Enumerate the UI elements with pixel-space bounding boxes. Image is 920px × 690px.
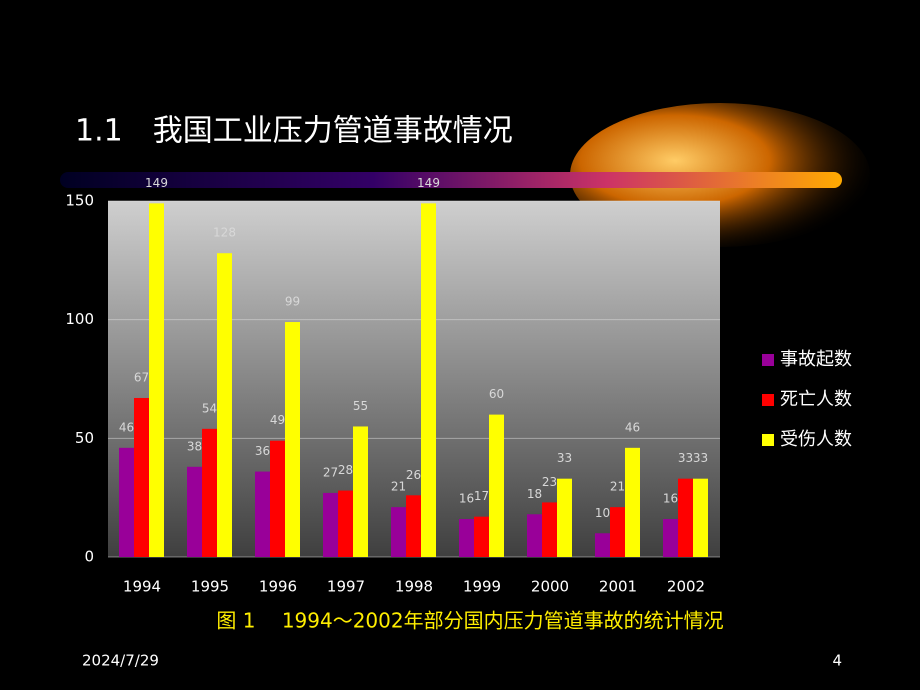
value-label: 33 bbox=[557, 451, 572, 465]
value-label: 21 bbox=[610, 480, 625, 494]
x-tick-label: 1999 bbox=[463, 578, 501, 596]
x-tick-label: 1996 bbox=[259, 578, 297, 596]
bar bbox=[255, 471, 270, 557]
value-label: 23 bbox=[542, 475, 557, 489]
date: 2024/7/29 bbox=[82, 652, 159, 670]
value-label: 149 bbox=[417, 176, 440, 190]
bar bbox=[353, 426, 368, 557]
bar bbox=[663, 519, 678, 557]
bar bbox=[557, 478, 572, 557]
bar bbox=[338, 490, 353, 557]
value-label: 33 bbox=[693, 451, 708, 465]
bar bbox=[217, 253, 232, 558]
value-label: 54 bbox=[202, 401, 217, 415]
bar bbox=[459, 519, 474, 557]
value-label: 128 bbox=[213, 226, 236, 240]
value-label: 28 bbox=[338, 463, 353, 477]
legend-swatch bbox=[762, 354, 774, 366]
chart-caption: 图 1 1994～2002年部分国内压力管道事故的统计情况 bbox=[216, 609, 723, 633]
value-label: 149 bbox=[145, 176, 168, 190]
value-label: 60 bbox=[489, 387, 504, 401]
value-label: 27 bbox=[323, 465, 338, 479]
value-label: 33 bbox=[678, 451, 693, 465]
bar bbox=[421, 203, 436, 557]
bar bbox=[610, 507, 625, 557]
bar bbox=[474, 516, 489, 557]
value-label: 99 bbox=[285, 295, 300, 309]
value-label: 67 bbox=[134, 370, 149, 384]
bar bbox=[625, 447, 640, 557]
y-tick-label: 0 bbox=[84, 548, 94, 566]
legend-label: 受伤人数 bbox=[780, 429, 852, 450]
y-tick-label: 50 bbox=[75, 429, 94, 447]
value-label: 10 bbox=[595, 506, 610, 520]
bar bbox=[595, 533, 610, 557]
slide-title: 1.1 我国工业压力管道事故情况 bbox=[75, 114, 513, 149]
bar bbox=[391, 507, 406, 557]
value-label: 49 bbox=[270, 413, 285, 427]
bar bbox=[285, 322, 300, 557]
value-label: 26 bbox=[406, 468, 421, 482]
value-label: 17 bbox=[474, 489, 489, 503]
value-label: 36 bbox=[255, 444, 270, 458]
bar bbox=[119, 447, 134, 557]
bar bbox=[134, 397, 149, 557]
bar bbox=[678, 478, 693, 557]
legend-label: 死亡人数 bbox=[780, 389, 852, 410]
bar bbox=[270, 440, 285, 557]
chart: 0 50 100 150 1994 46 67 149 1995 38 54 128 1996 36 49 9… bbox=[65, 176, 852, 596]
bar bbox=[542, 502, 557, 557]
value-label: 38 bbox=[187, 439, 202, 453]
x-tick-label: 2002 bbox=[667, 578, 705, 596]
bar bbox=[323, 492, 338, 557]
y-tick-label: 100 bbox=[65, 310, 94, 328]
value-label: 55 bbox=[353, 399, 368, 413]
bar bbox=[406, 495, 421, 557]
bar bbox=[489, 414, 504, 557]
bar bbox=[149, 203, 164, 557]
legend-swatch bbox=[762, 434, 774, 446]
value-label: 16 bbox=[459, 492, 474, 506]
bar bbox=[693, 478, 708, 557]
value-label: 21 bbox=[391, 480, 406, 494]
value-label: 18 bbox=[527, 487, 542, 501]
decor-bar bbox=[60, 172, 842, 188]
x-tick-label: 1997 bbox=[327, 578, 365, 596]
bar bbox=[202, 428, 217, 557]
x-tick-label: 1994 bbox=[123, 578, 161, 596]
value-label: 46 bbox=[625, 420, 640, 434]
legend-swatch bbox=[762, 394, 774, 406]
value-label: 16 bbox=[663, 492, 678, 506]
value-label: 46 bbox=[119, 420, 134, 434]
page-number: 4 bbox=[832, 652, 842, 670]
x-tick-label: 1998 bbox=[395, 578, 433, 596]
x-tick-label: 2001 bbox=[599, 578, 637, 596]
bar bbox=[527, 514, 542, 557]
x-tick-label: 1995 bbox=[191, 578, 229, 596]
legend-label: 事故起数 bbox=[780, 349, 852, 370]
x-tick-label: 2000 bbox=[531, 578, 569, 596]
y-tick-label: 150 bbox=[65, 192, 94, 210]
bar bbox=[187, 466, 202, 557]
